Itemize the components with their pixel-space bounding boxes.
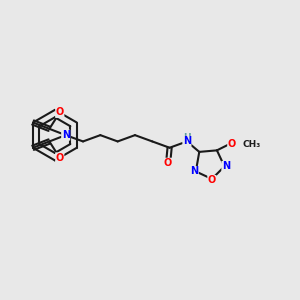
Text: H: H [183, 134, 191, 142]
Text: O: O [208, 176, 216, 185]
Text: N: N [183, 136, 191, 146]
Text: O: O [56, 153, 64, 163]
Text: O: O [164, 158, 172, 168]
Text: N: N [222, 161, 230, 171]
Text: CH₃: CH₃ [243, 140, 261, 149]
Text: O: O [56, 107, 64, 118]
Text: O: O [228, 140, 236, 149]
Text: N: N [61, 130, 70, 140]
Text: N: N [190, 167, 198, 176]
